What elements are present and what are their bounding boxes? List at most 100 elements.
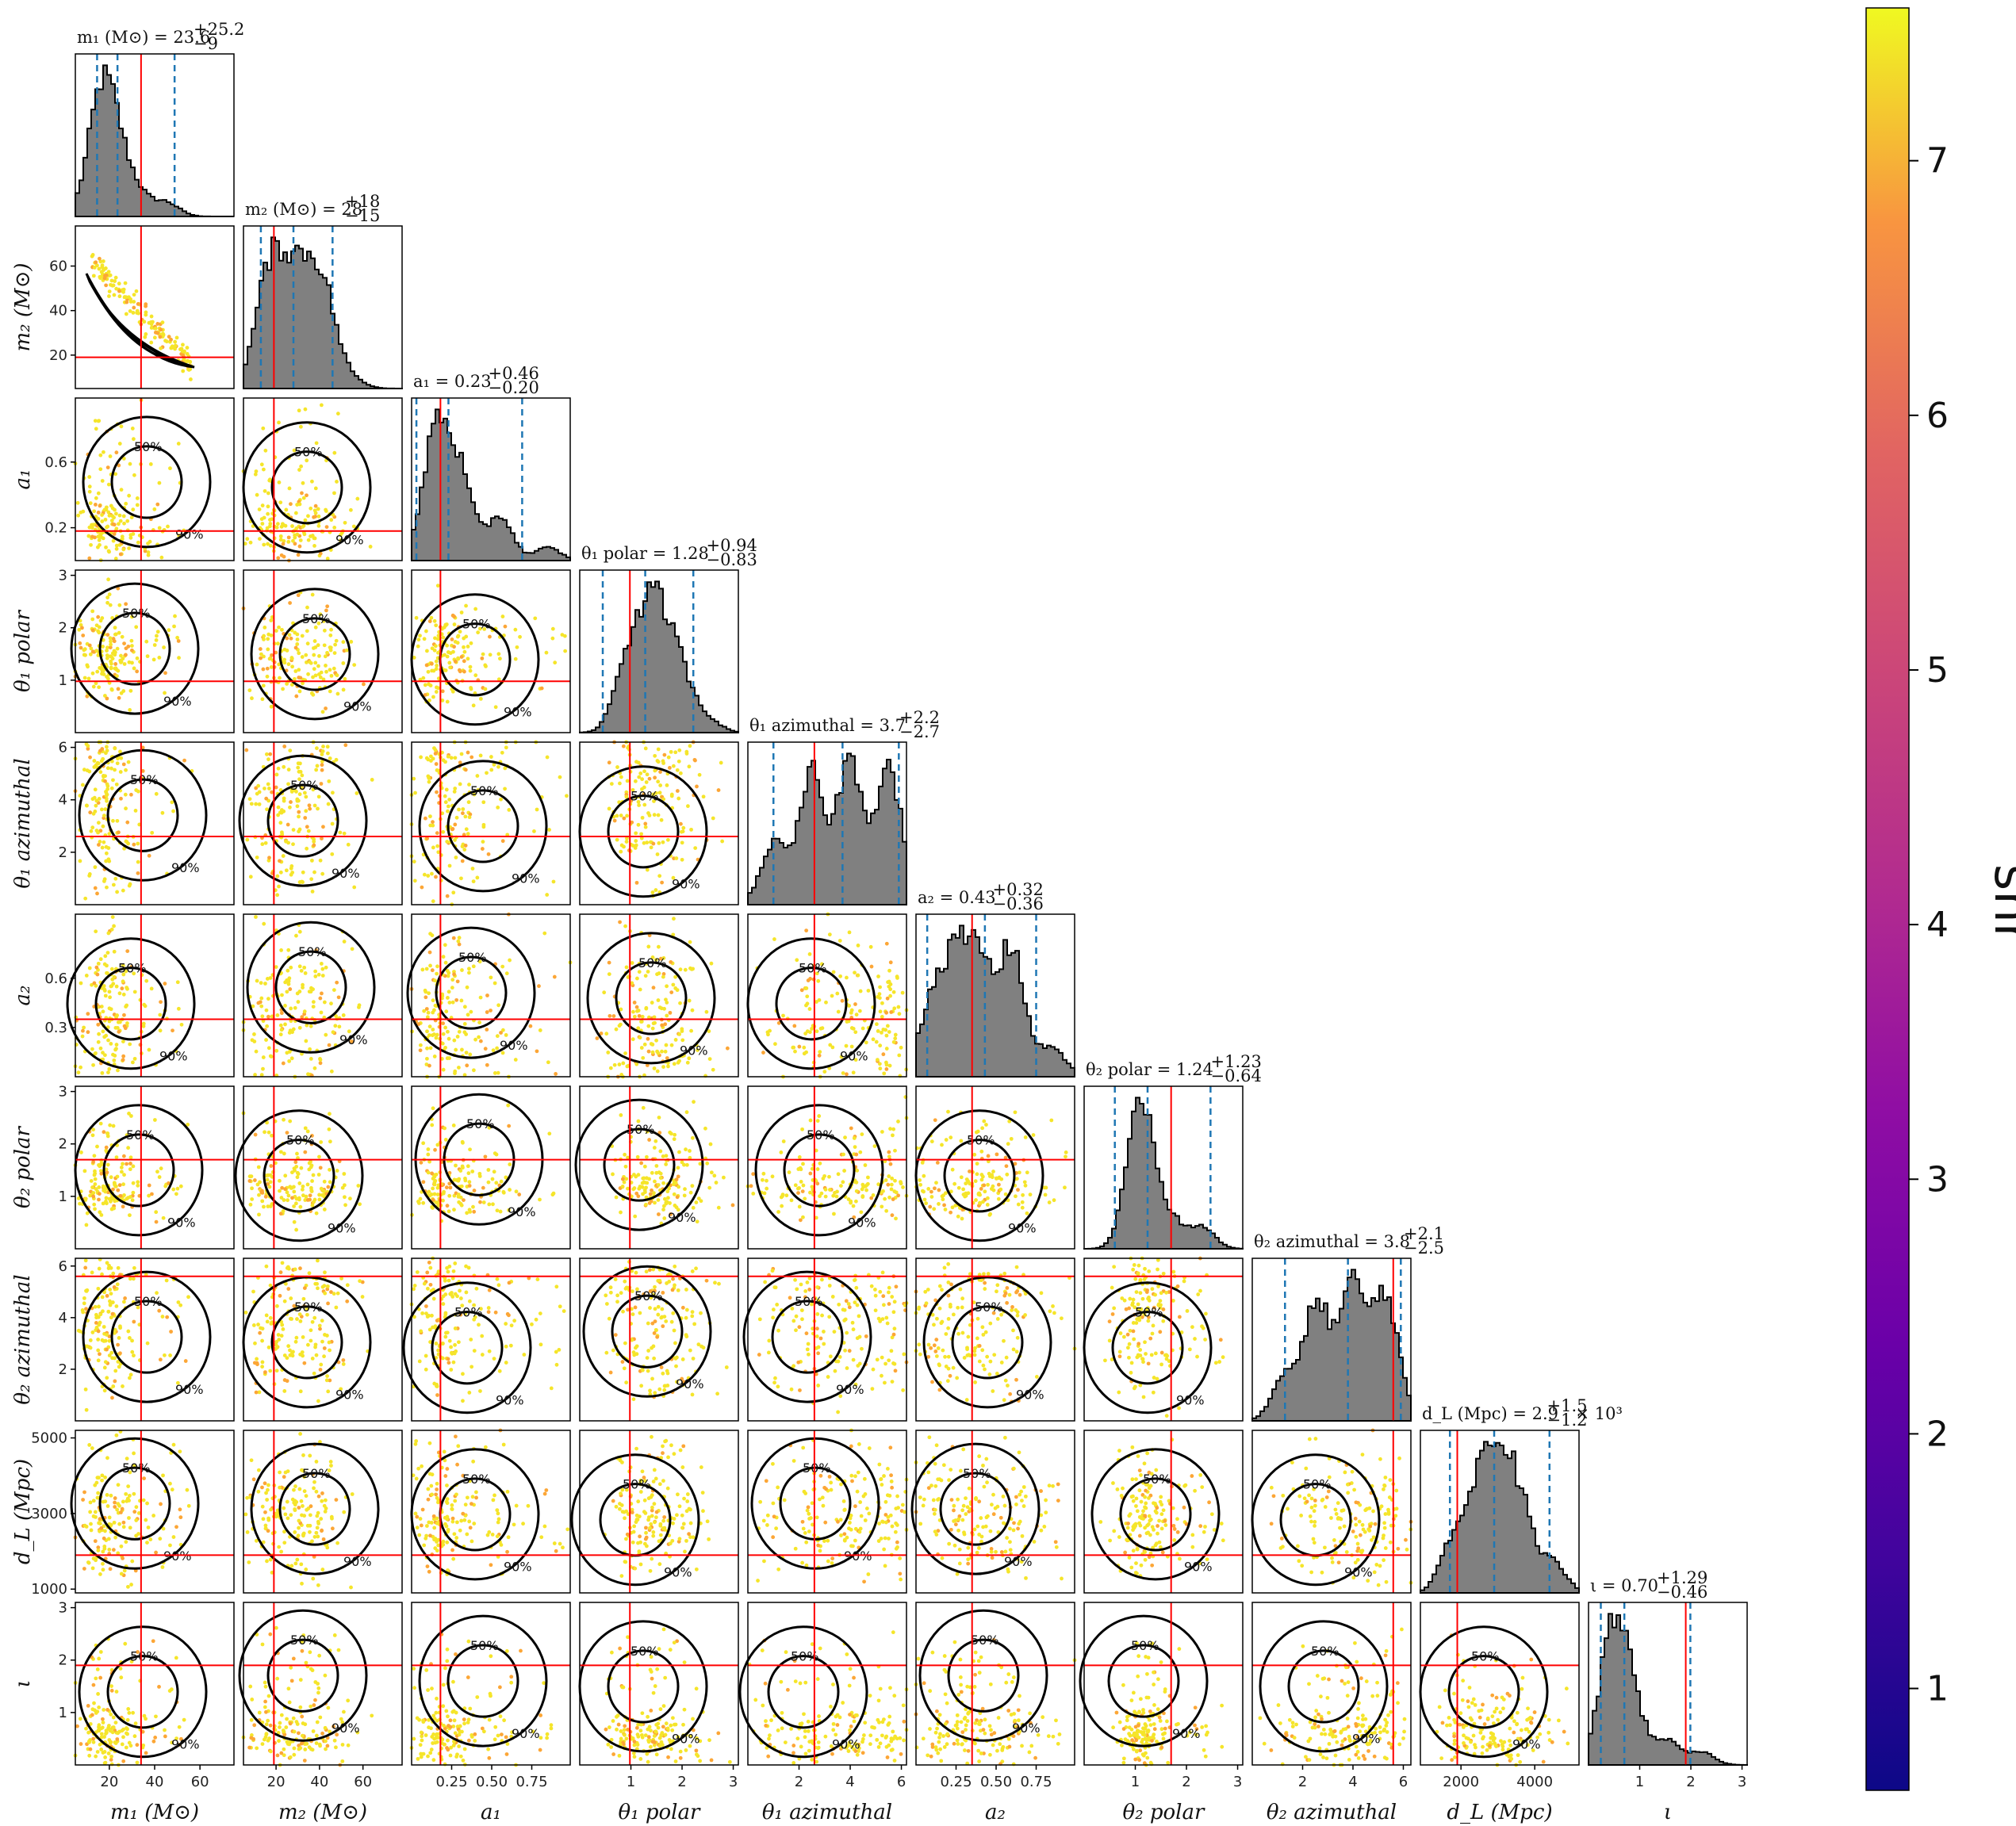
scatter-point (797, 1044, 802, 1049)
histogram-m2 (243, 236, 403, 389)
scatter-point (1034, 1375, 1039, 1379)
scatter-point (818, 1050, 822, 1055)
scatter-point (1002, 1271, 1007, 1276)
scatter-point (687, 764, 692, 769)
panel-theta1_polar-vs-a1: 50%90% (410, 569, 571, 733)
scatter-point (248, 1202, 253, 1207)
scatter-point (290, 1353, 295, 1358)
scatter-point (650, 890, 655, 894)
scatter-point (115, 761, 120, 766)
scatter-point (497, 1369, 502, 1373)
scatter-point (884, 1315, 889, 1320)
scatter-point (285, 1265, 289, 1270)
scatter-point (91, 684, 96, 689)
scatter-point (941, 1348, 945, 1353)
scatter-point (150, 320, 155, 324)
scatter-point (640, 1014, 645, 1019)
scatter-point (102, 984, 106, 988)
scatter-point (173, 343, 178, 348)
scatter-point (1020, 1200, 1025, 1204)
scatter-point (477, 1035, 481, 1039)
contour-50 (435, 955, 508, 1030)
scatter-point (991, 1389, 995, 1393)
scatter-point (308, 806, 312, 811)
scatter-point (433, 978, 437, 983)
scatter-point (456, 1194, 461, 1199)
scatter-point (426, 1010, 431, 1015)
scatter-point (942, 1265, 947, 1270)
scatter-point (873, 1293, 878, 1298)
scatter-point (170, 345, 174, 350)
scatter-point (1016, 1202, 1021, 1207)
scatter-point (901, 1185, 905, 1189)
title-sub-theta1_azimuthal: −2.7 (899, 722, 940, 741)
scatter-point (305, 1182, 310, 1187)
scatter-point (117, 1029, 121, 1034)
scatter-point (680, 857, 684, 862)
scatter-point (478, 753, 483, 758)
scatter-point (462, 1198, 466, 1202)
scatter-point (806, 1342, 811, 1346)
scatter-point (424, 663, 429, 668)
panel-theta2_polar-vs-theta1_polar: 50%90% (574, 1085, 739, 1250)
scatter-point (123, 281, 128, 285)
scatter-point (673, 1181, 678, 1185)
scatter-point (615, 1293, 620, 1298)
scatter-point (690, 1314, 695, 1319)
scatter-point (297, 544, 302, 549)
scatter-point (845, 1330, 849, 1335)
scatter-point (918, 1178, 922, 1182)
scatter-point (299, 464, 304, 469)
scatter-point (259, 981, 263, 986)
scatter-point (83, 653, 87, 657)
scatter-point (294, 1165, 299, 1169)
scatter-point (640, 1181, 645, 1185)
scatter-point (107, 1019, 112, 1024)
scatter-point (330, 852, 335, 856)
scatter-point (297, 929, 302, 934)
panel-theta1_polar-vs-m2: 50%90% (241, 569, 403, 733)
scatter-point (676, 759, 681, 764)
scatter-point (79, 1065, 83, 1070)
scatter-point (171, 1028, 174, 1033)
scatter-point (855, 1168, 860, 1173)
scatter-point (684, 1315, 688, 1320)
scatter-point (89, 1179, 94, 1183)
panel-frame (579, 569, 739, 733)
scatter-point (113, 632, 117, 637)
scatter-point (472, 1349, 477, 1353)
scatter-point (111, 1271, 116, 1276)
scatter-point (456, 1340, 461, 1345)
scatter-point (656, 779, 661, 784)
scatter-point (328, 648, 333, 653)
scatter-point (113, 1369, 118, 1373)
scatter-point (788, 1296, 792, 1300)
scatter-point (816, 978, 821, 983)
scatter-point (451, 890, 456, 895)
scatter-point (836, 1172, 841, 1177)
scatter-point (634, 880, 639, 885)
scatter-point (936, 1346, 941, 1350)
scatter-point (130, 1198, 135, 1203)
scatter-point (672, 1328, 676, 1333)
scatter-point (316, 514, 321, 519)
scatter-point (264, 1008, 269, 1013)
scatter-point (880, 1015, 884, 1019)
scatter-point (322, 1354, 326, 1359)
scatter-point (1195, 1354, 1199, 1359)
scatter-point (781, 1139, 786, 1143)
scatter-point (631, 1009, 635, 1014)
scatter-point (260, 1338, 264, 1343)
scatter-point (688, 1348, 692, 1353)
scatter-point (878, 1009, 883, 1014)
scatter-point (428, 814, 432, 819)
scatter-point (950, 1205, 955, 1210)
scatter-point (884, 1062, 889, 1067)
scatter-point (860, 1194, 865, 1198)
scatter-point (431, 1028, 435, 1032)
scatter-point (109, 665, 113, 670)
scatter-point (248, 540, 253, 545)
scatter-point (97, 1032, 101, 1036)
